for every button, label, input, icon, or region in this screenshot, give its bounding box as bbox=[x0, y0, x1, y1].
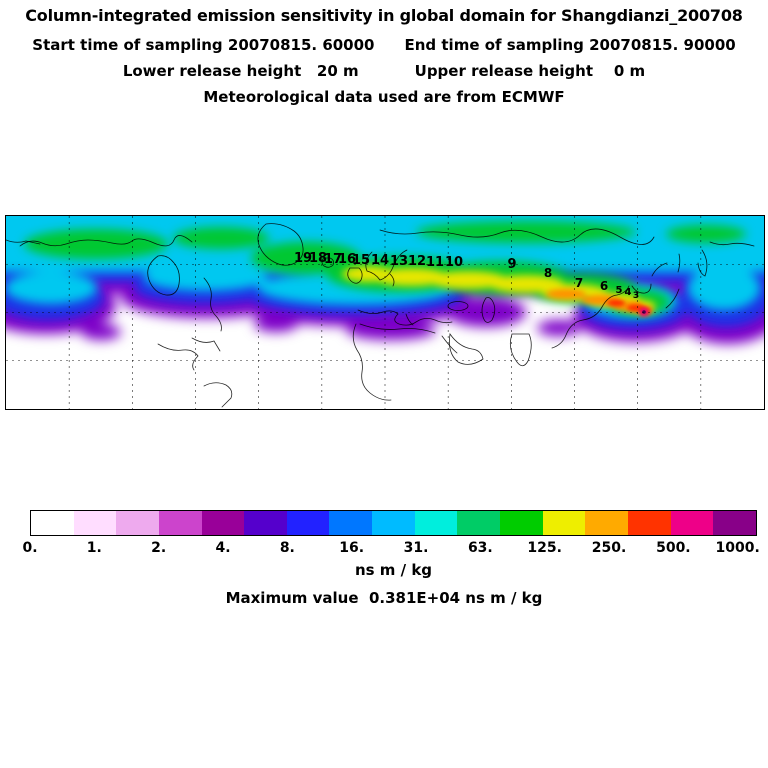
trajectory-day-label: 3 bbox=[633, 291, 639, 301]
colorbar-segment bbox=[158, 511, 202, 535]
lat-lon-grid bbox=[6, 216, 764, 409]
colorbar-segment bbox=[201, 511, 245, 535]
lower-release-text: Lower release height 20 m bbox=[122, 62, 359, 80]
trajectory-day-label: 16 bbox=[338, 252, 356, 267]
colorbar-segment bbox=[31, 511, 74, 535]
trajectory-day-label: 6 bbox=[600, 279, 608, 293]
upper-release-text: Upper release height 0 m bbox=[414, 62, 646, 80]
colorbar-segment bbox=[372, 511, 415, 535]
colorbar-tick-label: 1. bbox=[86, 540, 102, 556]
colorbar-segment bbox=[116, 511, 159, 535]
trajectory-day-label: 12 bbox=[408, 254, 426, 269]
trajectory-day-label: 8 bbox=[544, 266, 552, 280]
colorbar-segment bbox=[244, 511, 287, 535]
coastlines bbox=[6, 223, 755, 408]
colorbar-segment bbox=[585, 511, 628, 535]
sampling-times-row: Start time of sampling 20070815. 60000 E… bbox=[0, 36, 768, 54]
trajectory-day-label: 10 bbox=[445, 255, 463, 270]
colorbar-segment bbox=[414, 511, 458, 535]
trajectory-day-label: 15 bbox=[352, 253, 370, 268]
trajectory-day-label: 19 bbox=[294, 251, 312, 266]
colorbar bbox=[30, 510, 757, 536]
colorbar-tick-label: 1000. bbox=[715, 540, 760, 556]
trajectory-day-label: 9 bbox=[507, 257, 516, 272]
colorbar-segment bbox=[713, 511, 756, 535]
figure-title: Column-integrated emission sensitivity i… bbox=[25, 6, 743, 25]
colorbar-tick-label: 0. bbox=[22, 540, 38, 556]
trajectory-day-label: 13 bbox=[390, 254, 408, 269]
colorbar-tick-label: 16. bbox=[339, 540, 365, 556]
trajectory-day-label: 4 bbox=[625, 287, 632, 298]
max-value-text: Maximum value 0.381E+04 ns m / kg bbox=[225, 589, 543, 607]
sensitivity-map: 19 18 17 16 15 14 13 12 11 10 9 8 7 6 5 4 3 bbox=[5, 215, 765, 410]
end-time-text: End time of sampling 20070815. 90000 bbox=[404, 36, 736, 54]
trajectory-day-label: 11 bbox=[426, 255, 444, 270]
colorbar-segment bbox=[627, 511, 671, 535]
colorbar-tick-label: 2. bbox=[151, 540, 167, 556]
trajectory-day-label: 5 bbox=[616, 285, 623, 296]
trajectory-day-label: 18 bbox=[309, 251, 327, 266]
colorbar-segment bbox=[500, 511, 543, 535]
trajectory-day-label: 7 bbox=[575, 276, 583, 290]
release-heights-row: Lower release height 20 m Upper release … bbox=[0, 62, 768, 80]
colorbar-segment bbox=[457, 511, 501, 535]
trajectory-day-label: 14 bbox=[371, 253, 389, 268]
trajectory-day-label: 17 bbox=[324, 252, 342, 267]
colorbar-tick-label: 8. bbox=[279, 540, 295, 556]
colorbar-tick-label: 125. bbox=[527, 540, 562, 556]
colorbar-ticks: 0. 1. 2. 4. 8. 16. 31. 63. 125. 250. 500. 1000. bbox=[22, 540, 760, 558]
colorbar-tick-label: 31. bbox=[403, 540, 429, 556]
colorbar-segment bbox=[73, 511, 117, 535]
colorbar-segment bbox=[329, 511, 373, 535]
colorbar-tick-label: 250. bbox=[591, 540, 627, 556]
start-time-text: Start time of sampling 20070815. 60000 bbox=[32, 36, 375, 54]
colorbar-tick-label: 4. bbox=[215, 540, 231, 556]
colorbar-segment bbox=[542, 511, 586, 535]
colorbar-segment bbox=[670, 511, 714, 535]
sensitivity-field bbox=[6, 216, 764, 344]
colorbar-segment bbox=[286, 511, 330, 535]
met-data-text: Meteorological data used are from ECMWF bbox=[203, 88, 565, 106]
colorbar-tick-label: 500. bbox=[656, 540, 691, 556]
colorbar-units: ns m / kg bbox=[354, 561, 433, 579]
colorbar-tick-label: 63. bbox=[467, 540, 493, 556]
source-hotspot bbox=[642, 310, 646, 314]
